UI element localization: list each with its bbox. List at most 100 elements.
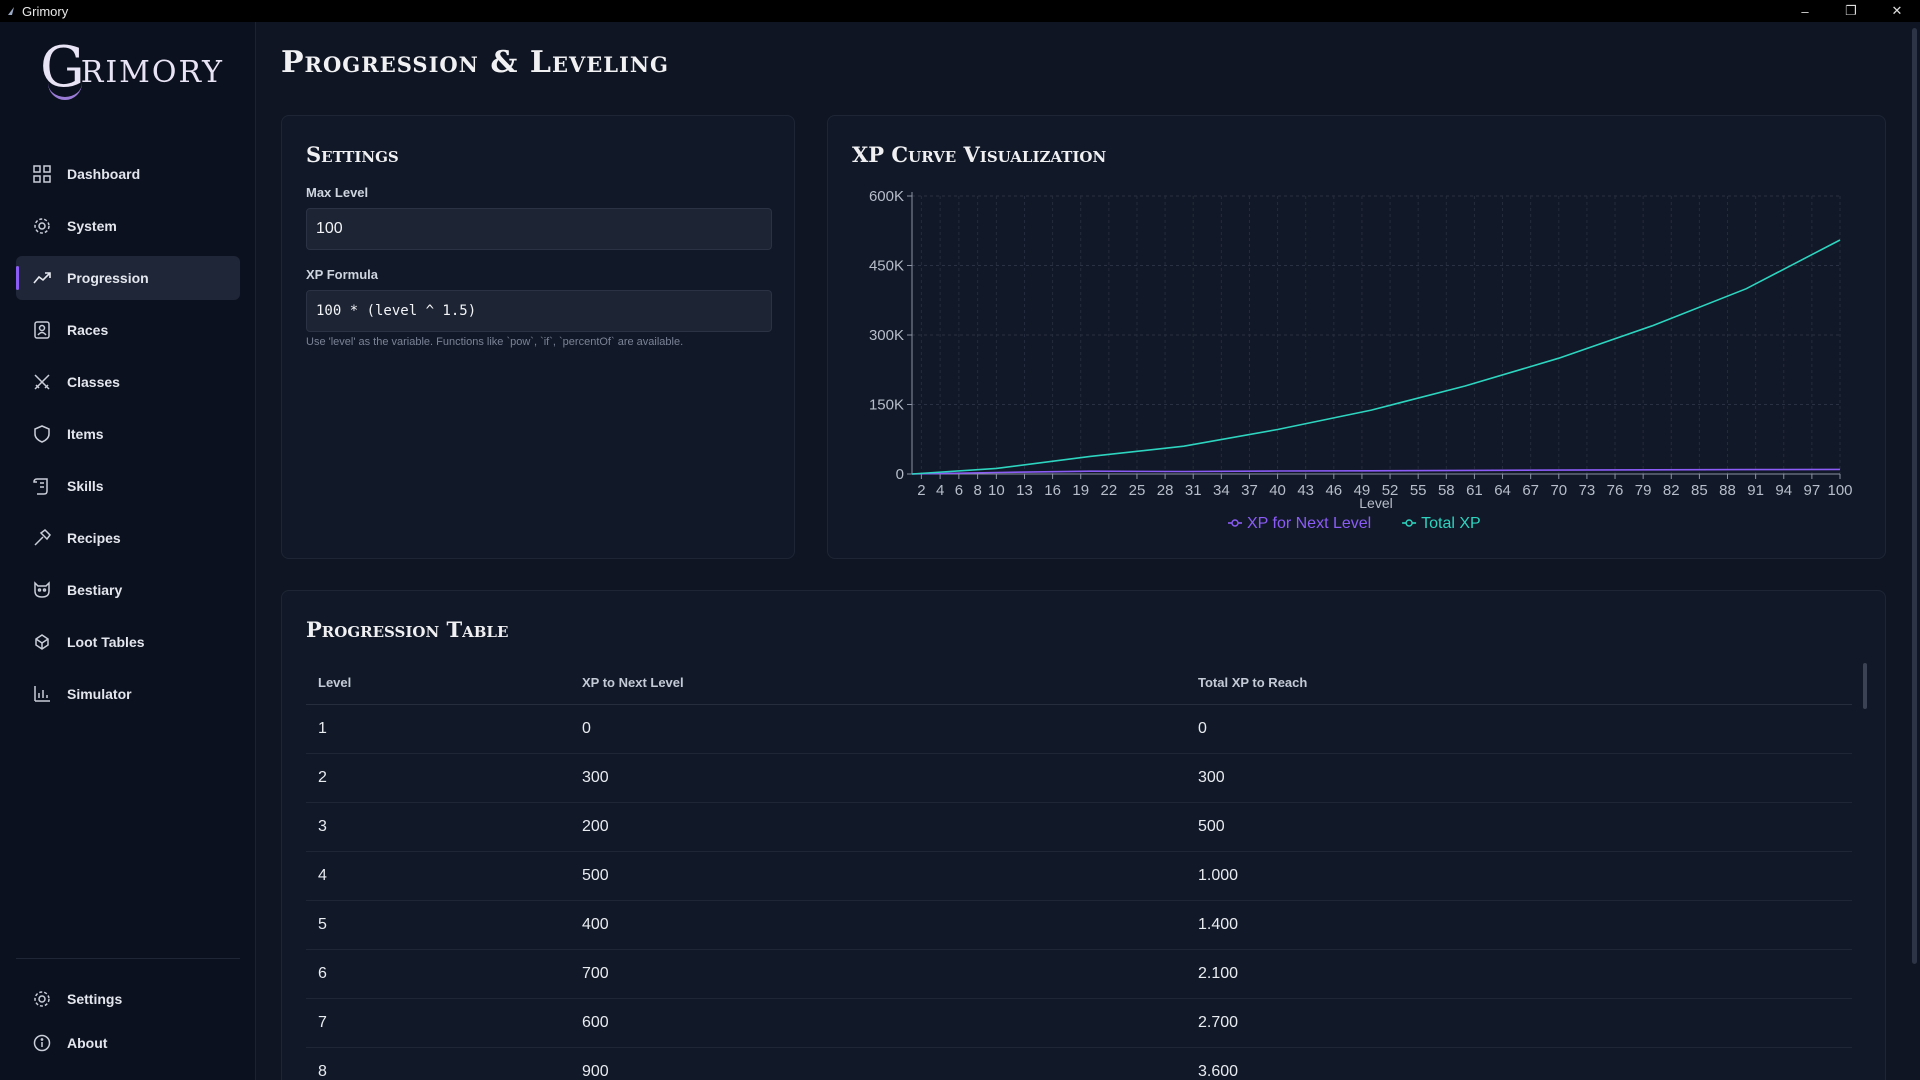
bar-chart-icon xyxy=(32,684,52,704)
sidebar-item-label: About xyxy=(67,1035,108,1051)
x-tick-label: 22 xyxy=(1101,482,1118,499)
x-tick-label: 88 xyxy=(1719,482,1736,499)
x-tick-label: 46 xyxy=(1325,482,1342,499)
sidebar-item-about[interactable]: About xyxy=(16,1021,240,1065)
max-level-input[interactable]: 100 xyxy=(306,208,772,250)
y-tick-label: 0 xyxy=(896,466,904,483)
sidebar-item-label: Bestiary xyxy=(67,582,123,598)
cell-xp-next: 900 xyxy=(582,1063,609,1080)
x-tick-label: 67 xyxy=(1522,482,1539,499)
restore-button[interactable]: ❐ xyxy=(1845,3,1857,18)
table-row: 4 500 1.000 xyxy=(306,852,1852,901)
sidebar-item-label: Races xyxy=(67,322,109,338)
column-header-xp-next[interactable]: XP to Next Level xyxy=(582,675,684,690)
close-button[interactable]: ✕ xyxy=(1891,3,1903,18)
trend-icon xyxy=(32,268,52,288)
formula-hint: Use 'level' as the variable. Functions l… xyxy=(306,336,684,348)
sidebar-item-recipes[interactable]: Recipes xyxy=(16,516,240,560)
x-tick-label: 70 xyxy=(1550,482,1567,499)
cell-level: 8 xyxy=(318,1063,327,1080)
sidebar-item-races[interactable]: Races xyxy=(16,308,240,352)
x-tick-label: 25 xyxy=(1129,482,1146,499)
cell-total-xp: 3.600 xyxy=(1198,1063,1239,1080)
sidebar-item-bestiary[interactable]: Bestiary xyxy=(16,568,240,612)
xp-chart-card: XP Curve Visualization 0 150K 300K 450K 600K… xyxy=(827,115,1886,559)
legend-marker-dot xyxy=(1231,519,1239,527)
sidebar-item-label: Recipes xyxy=(67,530,121,546)
max-level-label: Max Level xyxy=(306,185,369,200)
x-tick-label: 97 xyxy=(1804,482,1821,499)
xp-formula-input[interactable]: 100 * (level ^ 1.5) xyxy=(306,290,772,332)
page-scrollbar-thumb[interactable] xyxy=(1912,28,1917,964)
sidebar-item-label: System xyxy=(67,218,117,234)
sidebar-item-simulator[interactable]: Simulator xyxy=(16,672,240,716)
window-title: Grimory xyxy=(22,3,69,19)
x-tick-label: 52 xyxy=(1382,482,1399,499)
x-tick-label: 43 xyxy=(1297,482,1314,499)
page-scrollbar[interactable] xyxy=(1908,22,1920,1080)
x-tick-label: 64 xyxy=(1494,482,1511,499)
sidebar: G RIMORY Dashboard System Progression xyxy=(0,22,256,1080)
x-tick-label: 94 xyxy=(1775,482,1792,499)
x-tick-label: 79 xyxy=(1635,482,1652,499)
cell-total-xp: 500 xyxy=(1198,818,1225,835)
scroll-icon xyxy=(32,476,52,496)
sidebar-item-system[interactable]: System xyxy=(16,204,240,248)
x-tick-label: 76 xyxy=(1607,482,1624,499)
x-tick-label: 55 xyxy=(1410,482,1427,499)
x-tick-label: 100 xyxy=(1827,482,1852,499)
sidebar-item-items[interactable]: Items xyxy=(16,412,240,456)
sidebar-item-label: Loot Tables xyxy=(67,634,145,650)
cell-xp-next: 500 xyxy=(582,867,609,884)
gear-icon xyxy=(32,989,52,1009)
cell-xp-next: 400 xyxy=(582,916,609,933)
minimize-button[interactable]: – xyxy=(1801,3,1809,19)
sidebar-item-classes[interactable]: Classes xyxy=(16,360,240,404)
x-tick-label: 19 xyxy=(1072,482,1089,499)
cell-xp-next: 300 xyxy=(582,769,609,786)
sidebar-item-label: Classes xyxy=(67,374,120,390)
y-tick-label: 300K xyxy=(869,327,904,344)
app-icon xyxy=(5,5,17,17)
column-header-level[interactable]: Level xyxy=(318,675,352,690)
sidebar-item-skills[interactable]: Skills xyxy=(16,464,240,508)
sidebar-item-label: Settings xyxy=(67,991,123,1007)
sidebar-item-label: Items xyxy=(67,426,104,442)
x-tick-label: 37 xyxy=(1241,482,1258,499)
logo-text: RIMORY xyxy=(80,55,224,90)
logo-initial: G xyxy=(40,35,85,100)
x-tick-label: 6 xyxy=(955,482,963,499)
chart-title: XP Curve Visualization xyxy=(852,142,1107,167)
sidebar-item-loot-tables[interactable]: Loot Tables xyxy=(16,620,240,664)
sidebar-item-settings[interactable]: Settings xyxy=(16,977,240,1021)
table-scrollbar[interactable] xyxy=(1863,663,1867,709)
sidebar-item-dashboard[interactable]: Dashboard xyxy=(16,152,240,196)
beast-icon xyxy=(32,580,52,600)
sidebar-item-progression[interactable]: Progression xyxy=(16,256,240,300)
table-row: 3 200 500 xyxy=(306,803,1852,852)
x-tick-label: 40 xyxy=(1269,482,1286,499)
x-tick-label: 73 xyxy=(1579,482,1596,499)
x-tick-label: 13 xyxy=(1016,482,1033,499)
x-tick-label: 28 xyxy=(1157,482,1174,499)
sidebar-divider xyxy=(16,958,240,959)
cell-xp-next: 700 xyxy=(582,965,609,982)
x-tick-label: 8 xyxy=(973,482,981,499)
x-tick-label: 49 xyxy=(1354,482,1371,499)
x-tick-label: 4 xyxy=(936,482,944,499)
legend-label: XP for Next Level xyxy=(1247,515,1371,532)
x-tick-label: 2 xyxy=(917,482,925,499)
cell-xp-next: 600 xyxy=(582,1014,609,1031)
table-row: 2 300 300 xyxy=(306,754,1852,803)
xp-formula-label: XP Formula xyxy=(306,267,379,282)
cell-total-xp: 1.000 xyxy=(1198,867,1239,884)
cell-total-xp: 0 xyxy=(1198,720,1207,737)
cell-total-xp: 2.100 xyxy=(1198,965,1239,982)
cell-total-xp: 2.700 xyxy=(1198,1014,1239,1031)
window-title-bar: Grimory – ❐ ✕ xyxy=(0,0,1920,22)
y-tick-label: 600K xyxy=(869,188,904,205)
x-tick-label: 85 xyxy=(1691,482,1708,499)
column-header-total-xp[interactable]: Total XP to Reach xyxy=(1198,675,1308,690)
series-line-total-xp xyxy=(911,239,1841,475)
